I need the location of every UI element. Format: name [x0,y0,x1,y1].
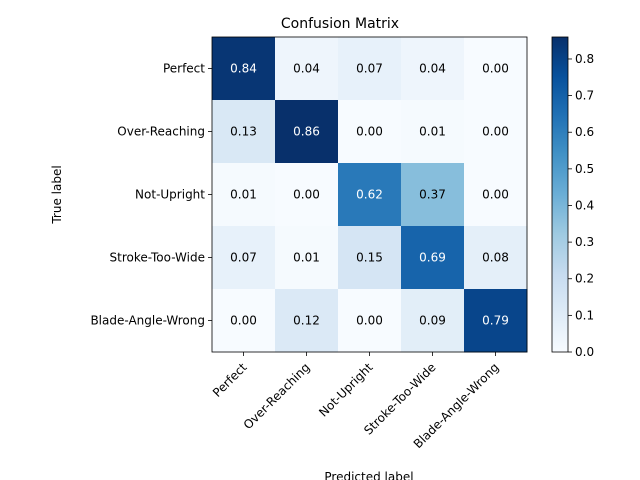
heatmap-cell [275,226,339,290]
colorbar-tick-label: 0.7 [575,89,594,103]
heatmap-cell [464,289,528,353]
cell-value-label: 0.01 [230,188,257,202]
heatmap-cell [401,289,465,353]
y-tick-label-over-reaching: Over-Reaching [117,125,205,139]
heatmap-cell [464,163,528,227]
x-axis-label: Predicted label [324,470,413,480]
colorbar-tick-label: 0.8 [575,52,594,66]
y-tick-label-blade-angle-wrong: Blade-Angle-Wrong [90,314,205,328]
cell-value-label: 0.69 [419,251,446,265]
cell-value-label: 0.01 [293,251,320,265]
heatmap-cell [401,37,465,101]
cell-value-label: 0.00 [482,62,509,76]
colorbar-tick-label: 0.1 [575,308,594,322]
chart-title: Confusion Matrix [281,16,399,32]
heatmap-cell [464,100,528,164]
cell-value-label: 0.00 [230,314,257,328]
cell-value-label: 0.00 [356,314,383,328]
cell-value-label: 0.37 [419,188,446,202]
cell-value-label: 0.79 [482,314,509,328]
heatmap-cell [212,37,276,101]
heatmap-cell [338,37,402,101]
y-tick-label-stroke-too-wide: Stroke-Too-Wide [110,251,205,265]
cell-value-label: 0.00 [482,188,509,202]
heatmap-cell [338,163,402,227]
cell-value-label: 0.04 [293,62,320,76]
x-tick-label-not-upright: Not-Upright [316,360,376,420]
x-tick-label-perfect: Perfect [210,360,250,400]
heatmap-cell [338,100,402,164]
cell-value-label: 0.62 [356,188,383,202]
cell-value-label: 0.01 [419,125,446,139]
heatmap-cell [212,163,276,227]
colorbar-tick-label: 0.5 [575,162,594,176]
heatmap-cell [275,289,339,353]
heatmap-cell [401,226,465,290]
heatmap-cell [401,100,465,164]
colorbar [551,36,569,353]
cell-value-label: 0.86 [293,125,320,139]
heatmap-cell [212,226,276,290]
cell-value-label: 0.09 [419,314,446,328]
heatmap-cell [401,163,465,227]
cell-value-label: 0.12 [293,314,320,328]
y-tick-label-not-upright: Not-Upright [135,188,205,202]
cell-value-label: 0.07 [356,62,383,76]
heatmap-cells [212,37,528,353]
colorbar-tick-label: 0.2 [575,272,594,286]
heatmap-cell [464,226,528,290]
colorbar-tick-label: 0.6 [575,125,594,139]
cell-value-label: 0.84 [230,62,257,76]
cell-value-label: 0.08 [482,251,509,265]
colorbar-tick-label: 0.4 [575,198,594,212]
heatmap-cell [338,226,402,290]
heatmap-cell-labels: 0.84 0.04 0.07 0.04 0.00 0.13 0.86 0.00 0.01 0.00… [230,62,509,328]
colorbar-tick-label: 0.3 [575,235,594,249]
cell-value-label: 0.00 [482,125,509,139]
heatmap-cell [212,100,276,164]
cell-value-label: 0.13 [230,125,257,139]
y-axis-label: True label [50,165,64,224]
heatmap-cell [275,163,339,227]
cell-value-label: 0.07 [230,251,257,265]
cell-value-label: 0.15 [356,251,383,265]
heatmap-cell [275,100,339,164]
y-tick-label-perfect: Perfect [163,62,205,76]
cell-value-label: 0.00 [293,188,320,202]
colorbar-tick-label: 0.0 [575,345,594,359]
x-tick-label-over-reaching: Over-Reaching [241,360,313,432]
heatmap-cell [212,289,276,353]
cell-value-label: 0.04 [419,62,446,76]
heatmap-cell [464,37,528,101]
heatmap-cell [275,37,339,101]
heatmap-cell [338,289,402,353]
cell-value-label: 0.00 [356,125,383,139]
y-axis-ticks: Perfect Over-Reaching Not-Upright Stroke-To… [90,62,212,328]
colorbar-ticks: 0.0 0.1 0.2 0.3 0.4 0.5 0.6 0.7 0.8 [568,52,594,359]
